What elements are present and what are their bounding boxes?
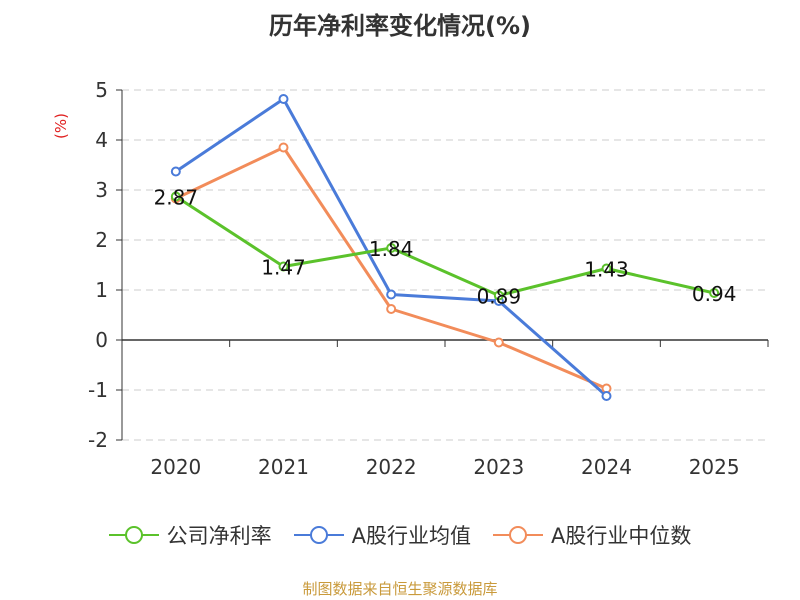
data-label: 1.84 <box>369 237 414 261</box>
data-point-1 <box>170 166 181 177</box>
data-point-0 <box>493 290 504 301</box>
y-tick-label: 5 <box>95 78 108 102</box>
legend-swatch-industry-mean <box>293 526 344 544</box>
line-chart: 5 4 3 2 1 0 -1 -2 2020 2021 2022 2023 2024 2025 (%) 2.8… <box>52 78 769 479</box>
data-label: 0.94 <box>692 282 737 306</box>
data-point-2 <box>278 142 289 153</box>
x-tick-label: 2025 <box>689 455 740 479</box>
data-point-1 <box>601 391 612 401</box>
legend-swatch-industry-median <box>493 526 543 544</box>
legend-label-industry-median: A股行业中位数 <box>551 524 692 548</box>
x-tick-label: 2022 <box>366 455 417 479</box>
y-tick-label: 1 <box>95 278 108 302</box>
legend-item-industry-median[interactable]: A股行业中位数 <box>493 520 691 550</box>
x-tick-label: 2020 <box>150 455 201 479</box>
legend-label-company: 公司净利率 <box>166 524 272 548</box>
chart-title: 历年净利率变化情况(%) <box>269 12 531 40</box>
legend-item-company[interactable]: 公司净利率 <box>108 520 272 550</box>
data-label: 1.43 <box>584 258 629 282</box>
legend-label-industry-mean: A股行业均值 <box>351 524 471 548</box>
data-point-0 <box>386 243 397 253</box>
series-line-2 <box>175 146 608 390</box>
y-tick-label: -1 <box>88 378 108 402</box>
legend-item-industry-mean[interactable]: A股行业均值 <box>293 520 471 550</box>
x-tick-label: 2023 <box>473 455 524 479</box>
y-tick-label: -2 <box>88 428 108 452</box>
data-point-2 <box>386 304 397 314</box>
legend: 公司净利率 A股行业均值 A股行业中位数 <box>0 520 800 550</box>
data-point-0 <box>601 263 612 274</box>
data-point-2 <box>493 337 504 348</box>
series-line-0 <box>175 195 715 297</box>
y-axis-label: (%) <box>52 113 70 139</box>
y-tick-label: 3 <box>95 178 108 202</box>
y-tick-label: 4 <box>95 128 108 152</box>
x-tick-label: 2021 <box>258 455 309 479</box>
data-label: 2.87 <box>154 186 199 210</box>
source-note: 制图数据来自恒生聚源数据库 <box>302 580 498 598</box>
data-point-0 <box>170 191 181 202</box>
data-point-1 <box>278 94 289 104</box>
data-point-0 <box>709 288 720 298</box>
data-label: 1.47 <box>261 256 306 280</box>
data-point-1 <box>386 289 397 300</box>
legend-swatch-company <box>108 526 159 544</box>
data-point-0 <box>278 261 289 272</box>
y-tick-label: 2 <box>95 228 108 252</box>
x-tick-label: 2024 <box>581 455 632 479</box>
data-label: 0.89 <box>477 285 522 309</box>
y-tick-label: 0 <box>95 328 108 352</box>
